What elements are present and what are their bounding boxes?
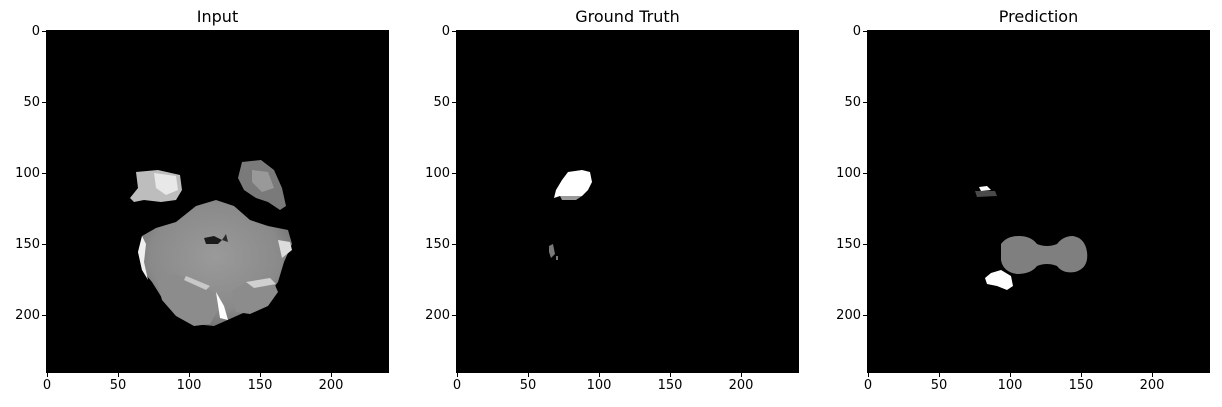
x-tick-label: 50 (519, 378, 537, 393)
y-tick-label: 50 (23, 95, 40, 110)
y-tickmark (42, 102, 46, 103)
y-tickmark (452, 315, 456, 316)
y-tickmark (863, 173, 867, 174)
y-tickmark (42, 31, 46, 32)
y-tick-label: 50 (844, 95, 861, 110)
x-tickmark (741, 373, 742, 377)
x-tick-label: 150 (247, 378, 273, 393)
x-tickmark (670, 373, 671, 377)
y-tick-label: 200 (15, 308, 40, 323)
x-tickmark (599, 373, 600, 377)
y-tickmark (863, 102, 867, 103)
panel-title: Input (196, 7, 239, 26)
input-image (46, 30, 389, 373)
y-tick-label: 0 (852, 24, 861, 39)
x-tickmark (1081, 373, 1082, 377)
x-tick-label: 0 (863, 378, 873, 393)
x-tick-label: 0 (42, 378, 52, 393)
x-tick-label: 100 (586, 378, 612, 393)
panel-ground-truth: Ground Truth 0 50 100 150 200 0 50 100 1… (410, 0, 810, 407)
x-tickmark (1010, 373, 1011, 377)
panel-prediction: Prediction 0 50 100 150 200 0 50 (821, 0, 1221, 407)
x-tick-label: 50 (930, 378, 948, 393)
y-tick-label: 200 (425, 308, 450, 323)
prediction-mask-graphic (975, 186, 1088, 290)
y-tick-label: 200 (836, 308, 861, 323)
y-tickmark (863, 31, 867, 32)
x-tick-label: 200 (1139, 378, 1165, 393)
y-tickmark (452, 102, 456, 103)
ground-truth-mask-graphic (549, 170, 592, 260)
x-tickmark (1152, 373, 1153, 377)
x-tick-label: 100 (997, 378, 1023, 393)
y-tickmark (42, 173, 46, 174)
y-tick-label: 100 (425, 166, 450, 181)
x-tick-label: 100 (176, 378, 202, 393)
x-tickmark (528, 373, 529, 377)
y-tickmark (42, 244, 46, 245)
y-tickmark (452, 31, 456, 32)
panel-title: Ground Truth (575, 7, 680, 26)
y-tick-label: 100 (836, 166, 861, 181)
y-tick-label: 150 (836, 237, 861, 252)
x-tick-label: 150 (1068, 378, 1094, 393)
prediction-image (867, 30, 1210, 373)
ct-scan-graphic (130, 160, 292, 326)
x-tickmark (189, 373, 190, 377)
x-tickmark (457, 373, 458, 377)
x-tick-label: 50 (109, 378, 127, 393)
x-tickmark (47, 373, 48, 377)
ground-truth-image (456, 30, 799, 373)
x-tickmark (331, 373, 332, 377)
y-tick-label: 150 (15, 237, 40, 252)
x-tickmark (260, 373, 261, 377)
y-tick-label: 0 (441, 24, 450, 39)
x-tickmark (939, 373, 940, 377)
x-tick-label: 150 (657, 378, 683, 393)
x-tick-label: 200 (318, 378, 344, 393)
panel-input: Input (0, 0, 400, 407)
y-tickmark (452, 173, 456, 174)
x-tickmark (118, 373, 119, 377)
y-tick-label: 150 (425, 237, 450, 252)
y-tick-label: 100 (15, 166, 40, 181)
y-tickmark (42, 315, 46, 316)
y-tickmark (863, 244, 867, 245)
y-tick-label: 50 (433, 95, 450, 110)
x-tickmark (868, 373, 869, 377)
panel-title: Prediction (998, 7, 1079, 26)
x-tick-label: 0 (452, 378, 462, 393)
y-tick-label: 0 (31, 24, 40, 39)
y-tickmark (452, 244, 456, 245)
x-tick-label: 200 (728, 378, 754, 393)
y-tickmark (863, 315, 867, 316)
